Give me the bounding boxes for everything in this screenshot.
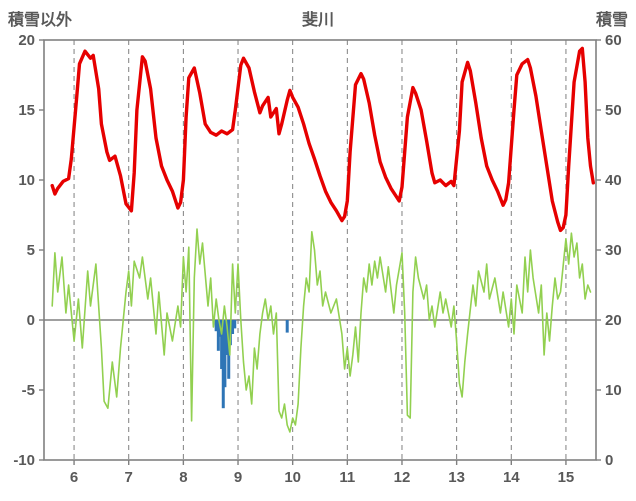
right-y-tick-label: 50 (605, 102, 622, 119)
temperature-series (50, 46, 595, 233)
snow-bar (225, 320, 229, 355)
left-y-tick-label: -10 (13, 452, 35, 469)
right-axis-title: 積雪 (595, 12, 628, 29)
x-tick-label: 15 (558, 469, 575, 486)
x-tick-label: 11 (339, 469, 355, 486)
x-tick-label: 13 (448, 469, 465, 486)
snow-bar (214, 320, 218, 332)
right-y-tick-label: 30 (605, 242, 622, 259)
left-y-tick-label: 15 (18, 102, 35, 119)
x-tick-label: 7 (125, 469, 133, 486)
chart-title: 斐川 (301, 12, 335, 29)
snow-bar (216, 320, 220, 351)
right-y-tick-label: 20 (605, 312, 622, 329)
snow-bar (223, 320, 227, 388)
snow-bar (220, 320, 224, 369)
x-tick-label: 12 (394, 469, 411, 486)
x-tick-label: 9 (234, 469, 242, 486)
left-y-tick-label: 5 (27, 242, 35, 259)
x-tick-label: 14 (503, 469, 520, 486)
x-tick-label: 6 (70, 469, 78, 486)
right-y-tick-label: 40 (605, 172, 622, 189)
x-tick-label: 8 (179, 469, 187, 486)
left-y-tick-label: 20 (18, 32, 35, 49)
right-y-tick-label: 60 (605, 32, 622, 49)
left-axis-title: 積雪以外 (8, 12, 73, 29)
secondary-series (51, 228, 592, 433)
left-y-tick-label: -5 (22, 382, 35, 399)
left-y-tick-label: 10 (18, 172, 35, 189)
snow-bar (285, 320, 289, 333)
left-y-tick-label: 0 (27, 312, 35, 329)
snow-bar (221, 320, 225, 409)
snow-bar (231, 320, 235, 334)
right-y-tick-label: 0 (605, 452, 613, 469)
snow-bar (233, 320, 237, 329)
right-y-tick-label: 10 (605, 382, 622, 399)
x-tick-label: 10 (284, 469, 301, 486)
